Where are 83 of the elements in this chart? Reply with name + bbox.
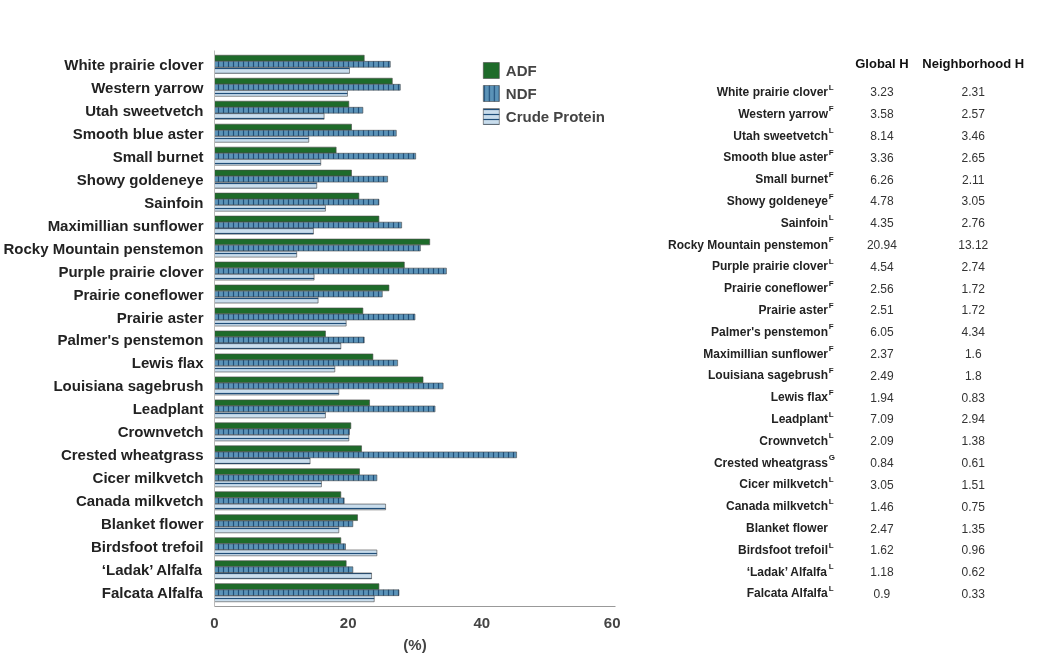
legend-label: Crude Protein [505, 107, 605, 125]
y-tick-label: Falcata Alfalfa [101, 584, 204, 602]
data-label: 3.46 [961, 129, 986, 144]
data-label: 2.09 [870, 434, 894, 449]
data-label: 3.05 [961, 194, 986, 209]
data-label: 2.65 [961, 150, 986, 165]
data-label: 2.57 [961, 107, 986, 122]
data-label: 6.05 [870, 325, 894, 340]
data-label: 1.72 [961, 281, 986, 296]
data-label: 2.11 [962, 172, 985, 187]
data-label: 2.51 [870, 303, 894, 318]
y-tick-label: Maximillian sunflower [47, 216, 204, 234]
y-tick-label: Western yarrow [91, 78, 204, 96]
data-label: 0.61 [961, 456, 986, 471]
legend-label: NDF [505, 84, 537, 102]
text: Neighborhood H [922, 56, 1025, 72]
y-tick-label: ‘Ladak’ Alfalfa [101, 561, 203, 579]
y-tick-label: Lewis flax [131, 354, 205, 372]
data-label: 2.49 [870, 368, 894, 383]
y-tick-label: Birdsfoot trefoil [91, 538, 204, 556]
x-tick-label: 40 [473, 613, 491, 631]
x-tick-label: 20 [339, 613, 357, 631]
data-label: 0.62 [961, 565, 986, 580]
data-label: 8.14 [870, 129, 894, 144]
category-label: Blanket flower [745, 521, 829, 536]
data-label: 20.94 [866, 238, 898, 253]
data-label: 1.51 [961, 477, 986, 492]
data-label: 2.76 [961, 216, 986, 231]
data-label: 0.83 [961, 390, 986, 405]
data-label: 13.12 [958, 238, 989, 253]
x-tick-label: 0 [210, 613, 219, 631]
data-label: 2.56 [870, 281, 894, 296]
y-tick-label: Canada milkvetch [75, 492, 204, 510]
data-label: 2.47 [870, 521, 894, 536]
data-label: 4.54 [870, 259, 894, 274]
data-label: 0.75 [961, 499, 986, 514]
y-tick-label: Cicer milkvetch [92, 469, 204, 487]
data-label: 4.35 [870, 216, 894, 231]
y-tick-label: Crested wheatgrass [60, 446, 204, 464]
y-tick-label: Showy goldeneye [76, 170, 204, 188]
y-tick-label: Small burnet [112, 147, 204, 165]
data-label: 0.96 [961, 543, 986, 558]
data-label: 4.34 [961, 325, 986, 340]
y-tick-label: Purple prairie clover [58, 262, 204, 280]
y-tick-label: Utah sweetvetch [85, 101, 204, 119]
data-label: 0.9 [873, 586, 891, 601]
data-label: 1.38 [961, 434, 986, 449]
data-label: 7.09 [870, 412, 894, 427]
x-tick-label: 60 [603, 613, 621, 631]
data-label: 3.23 [870, 85, 894, 100]
data-label: 1.8 [964, 368, 982, 383]
x-axis-title: (%) [403, 635, 427, 653]
data-label: 2.94 [961, 412, 986, 427]
y-tick-label: White prairie clover [64, 55, 204, 73]
data-label: 2.37 [870, 347, 894, 362]
data-label: 4.78 [870, 194, 894, 209]
y-tick-label: Blanket flower [100, 515, 204, 533]
text: Global H [855, 56, 909, 72]
data-label: 1.72 [961, 303, 986, 318]
y-tick-label: Sainfoin [144, 193, 204, 211]
data-label: 3.05 [870, 477, 894, 492]
data-label: 3.36 [870, 150, 894, 165]
data-label: 1.6 [964, 347, 982, 362]
y-tick-label: Palmer's penstemon [57, 331, 204, 349]
data-label: 6.26 [870, 172, 894, 187]
data-label: 1.62 [870, 543, 894, 558]
y-tick-label: Prairie coneflower [73, 285, 204, 303]
y-tick-label: Leadplant [132, 400, 204, 418]
data-label: 2.31 [961, 85, 986, 100]
y-tick-label: Louisiana sagebrush [53, 377, 204, 395]
y-tick-label: Smooth blue aster [72, 124, 204, 142]
data-label: 1.18 [870, 565, 894, 580]
y-tick-label: Rocky Mountain penstemon [3, 239, 204, 257]
data-label: 1.94 [870, 390, 894, 405]
data-label: 0.84 [870, 456, 894, 471]
data-label: 1.46 [870, 499, 894, 514]
y-tick-label: Crownvetch [117, 423, 204, 441]
data-label: 0.33 [961, 586, 986, 601]
data-label: 2.74 [961, 259, 986, 274]
y-tick-label: Prairie aster [116, 308, 204, 326]
legend-label: ADF [505, 61, 537, 79]
data-label: 1.35 [961, 521, 986, 536]
data-label: 3.58 [870, 107, 894, 122]
